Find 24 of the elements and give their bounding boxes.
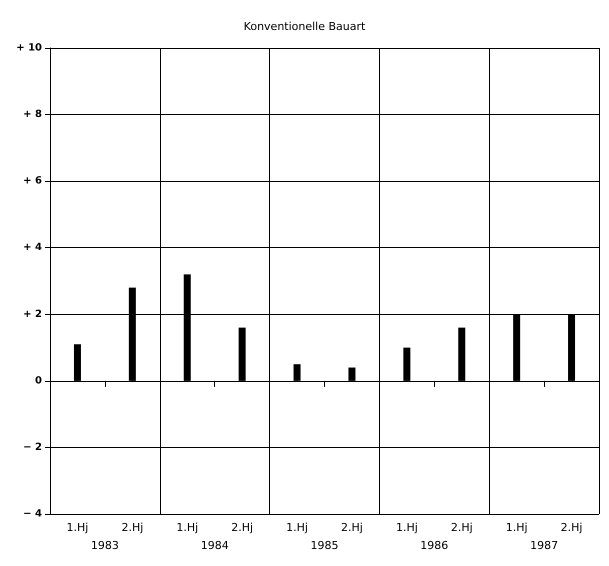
y-tick-label: + 4 — [23, 242, 42, 254]
y-tick-label: − 2 — [23, 442, 42, 453]
y-tick-label: + 10 — [16, 42, 42, 54]
text: 1983 — [90, 539, 119, 552]
text: 1984 — [200, 539, 229, 552]
x-tick-label: 2.Hj — [560, 521, 582, 534]
x-tick-label: 2.Hj — [450, 521, 473, 534]
x-tick-label: 1.Hj — [286, 521, 308, 534]
x-tick-label: 2.Hj — [121, 521, 144, 534]
x-tick-label: 1.Hj — [66, 521, 88, 534]
chart-title: Konventionelle Bauart — [244, 20, 366, 33]
y-tick-label: + 6 — [23, 176, 42, 187]
x-tick-label: 2.Hj — [231, 521, 254, 534]
y-tick-label: − 4 — [23, 508, 42, 520]
x-tick-label: 1.Hj — [396, 521, 418, 534]
y-tick-label: + 8 — [23, 109, 42, 120]
y-tick-label: + 2 — [23, 308, 42, 320]
x-tick-label: 1.Hj — [176, 521, 198, 534]
text: 1985 — [310, 539, 338, 552]
x-tick-label: 1.Hj — [506, 521, 528, 534]
text: 1986 — [420, 539, 448, 552]
x-tick-label: 2.Hj — [341, 521, 363, 534]
text: 1987 — [530, 539, 558, 552]
y-tick-label: 0 — [35, 375, 42, 386]
